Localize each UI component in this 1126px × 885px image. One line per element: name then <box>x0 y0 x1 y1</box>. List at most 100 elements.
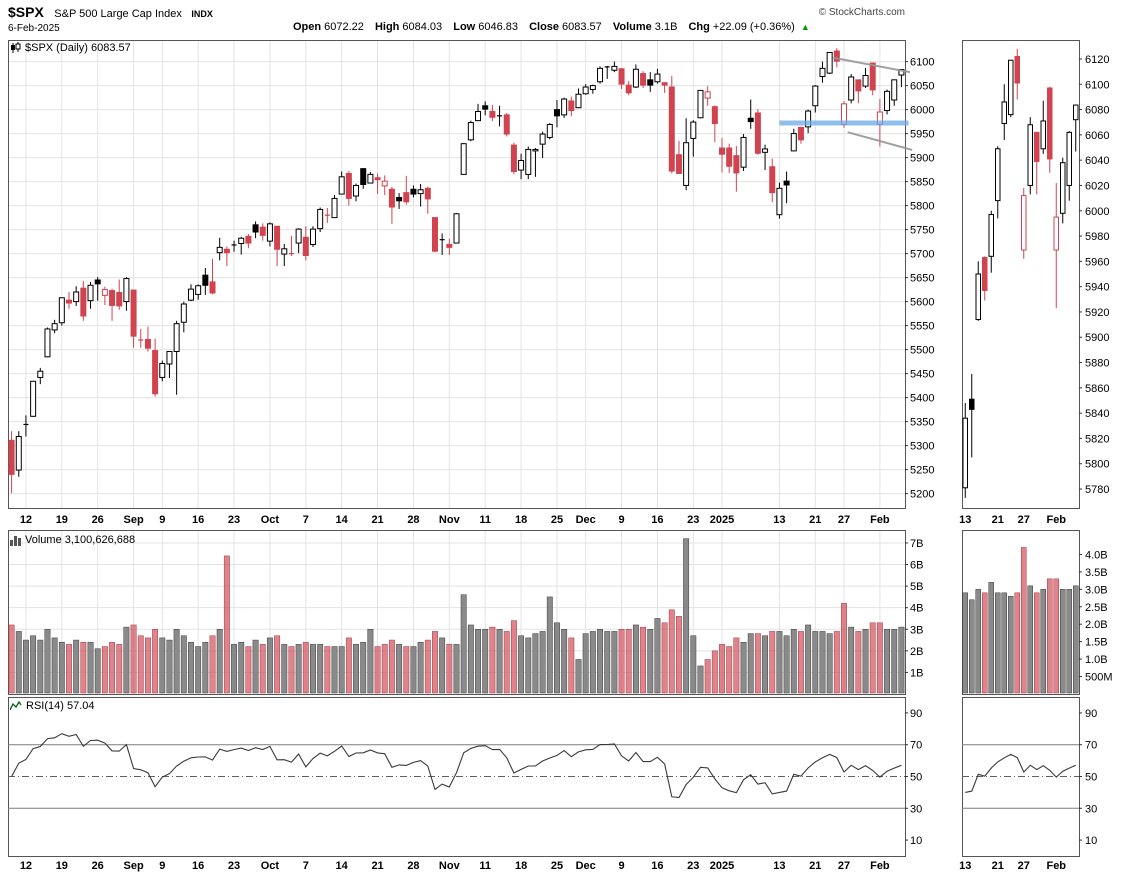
volume-legend-label: Volume 3,100,626,688 <box>25 534 136 546</box>
svg-text:Feb: Feb <box>870 860 890 872</box>
mini-volume-panel <box>962 547 1079 694</box>
rsi-legend-label: RSI(14) 57.04 <box>26 700 95 712</box>
svg-text:21: 21 <box>992 514 1004 526</box>
price-legend-label: $SPX (Daily) 6083.57 <box>25 42 131 54</box>
svg-text:18: 18 <box>515 514 527 526</box>
svg-text:6020: 6020 <box>1085 180 1109 192</box>
svg-text:5850: 5850 <box>910 177 934 189</box>
volume-bars-icon <box>10 535 21 546</box>
svg-text:5750: 5750 <box>910 225 934 237</box>
main-rsi-panel <box>8 733 905 809</box>
svg-text:13: 13 <box>959 514 971 526</box>
svg-text:5650: 5650 <box>910 273 934 285</box>
chg-value: +22.09 (+0.36%) <box>712 21 795 33</box>
svg-text:Dec: Dec <box>576 514 596 526</box>
svg-text:5300: 5300 <box>910 441 934 453</box>
svg-text:13: 13 <box>959 860 971 872</box>
volume-value: 3.1B <box>654 21 678 33</box>
svg-text:3.5B: 3.5B <box>1085 567 1108 579</box>
svg-text:23: 23 <box>228 514 240 526</box>
svg-text:Nov: Nov <box>439 514 461 526</box>
svg-text:70: 70 <box>1085 740 1097 752</box>
exchange-label: INDX <box>191 9 213 19</box>
svg-text:5780: 5780 <box>1085 484 1109 496</box>
svg-text:Nov: Nov <box>439 860 461 872</box>
svg-text:5840: 5840 <box>1085 408 1109 420</box>
svg-text:19: 19 <box>56 860 68 872</box>
svg-text:9: 9 <box>618 514 624 526</box>
svg-text:90: 90 <box>1085 708 1097 720</box>
svg-text:Dec: Dec <box>576 860 596 872</box>
svg-text:5950: 5950 <box>910 129 934 141</box>
svg-text:2.5B: 2.5B <box>1085 602 1108 614</box>
annotations <box>779 56 913 151</box>
svg-text:6050: 6050 <box>910 81 934 93</box>
svg-text:25: 25 <box>551 860 563 872</box>
svg-text:500M: 500M <box>1085 672 1113 684</box>
svg-text:5980: 5980 <box>1085 231 1109 243</box>
svg-text:4B: 4B <box>910 603 923 615</box>
rsi-legend: RSI(14) 57.04 <box>9 700 95 712</box>
high-value: 6084.03 <box>402 21 443 33</box>
svg-text:2025: 2025 <box>710 514 734 526</box>
svg-text:Feb: Feb <box>1046 860 1066 872</box>
svg-text:5200: 5200 <box>910 489 934 501</box>
channel-lower-trendline <box>847 131 913 151</box>
svg-text:7: 7 <box>303 860 309 872</box>
svg-text:23: 23 <box>687 860 699 872</box>
svg-text:13: 13 <box>773 514 785 526</box>
index-name: S&P 500 Large Cap Index <box>54 8 182 20</box>
svg-text:21: 21 <box>371 514 383 526</box>
svg-text:28: 28 <box>407 860 419 872</box>
main-price-panel <box>8 48 905 494</box>
svg-text:9: 9 <box>618 860 624 872</box>
svg-text:1.5B: 1.5B <box>1085 637 1108 649</box>
svg-text:21: 21 <box>371 860 383 872</box>
svg-text:19: 19 <box>56 514 68 526</box>
svg-text:70: 70 <box>910 740 922 752</box>
svg-text:3.0B: 3.0B <box>1085 584 1108 596</box>
svg-text:9: 9 <box>159 860 165 872</box>
svg-text:23: 23 <box>228 860 240 872</box>
quote-row: Open 6072.22 High 6084.03 Low 6046.83 Close… <box>293 21 810 33</box>
svg-text:5500: 5500 <box>910 345 934 357</box>
svg-text:2B: 2B <box>910 646 923 658</box>
svg-text:5900: 5900 <box>910 153 934 165</box>
svg-text:6000: 6000 <box>1085 206 1109 218</box>
svg-text:16: 16 <box>651 860 663 872</box>
svg-text:28: 28 <box>407 514 419 526</box>
svg-text:21: 21 <box>809 514 821 526</box>
svg-text:12: 12 <box>20 514 32 526</box>
svg-text:5350: 5350 <box>910 417 934 429</box>
svg-text:26: 26 <box>92 860 104 872</box>
svg-text:3B: 3B <box>910 624 923 636</box>
symbol: $SPX <box>8 4 44 20</box>
svg-text:27: 27 <box>1018 514 1030 526</box>
svg-text:2.0B: 2.0B <box>1085 619 1108 631</box>
volume-label: Volume <box>612 21 652 33</box>
svg-text:50: 50 <box>1085 772 1097 784</box>
svg-text:4.0B: 4.0B <box>1085 549 1108 561</box>
chg-label: Chg <box>688 21 710 33</box>
svg-text:6100: 6100 <box>1085 79 1109 91</box>
low-value: 6046.83 <box>478 21 518 33</box>
svg-text:6B: 6B <box>910 560 923 572</box>
svg-text:16: 16 <box>192 514 204 526</box>
svg-text:5880: 5880 <box>1085 358 1109 370</box>
svg-text:6120: 6120 <box>1085 54 1109 66</box>
svg-text:Sep: Sep <box>123 860 143 872</box>
svg-text:5450: 5450 <box>910 369 934 381</box>
axis-labels: 5200 5250 5300 5350 5400 5450 5500 5550 5600 5650… <box>905 54 1113 847</box>
rsi-line-icon <box>9 700 22 712</box>
svg-text:11: 11 <box>479 514 491 526</box>
price-legend: $SPX (Daily) 6083.57 <box>10 42 131 54</box>
svg-text:1B: 1B <box>910 667 923 679</box>
svg-text:6100: 6100 <box>910 57 934 69</box>
svg-text:27: 27 <box>1018 860 1030 872</box>
svg-text:30: 30 <box>1085 803 1097 815</box>
svg-text:5960: 5960 <box>1085 256 1109 268</box>
svg-text:11: 11 <box>479 860 491 872</box>
svg-text:21: 21 <box>809 860 821 872</box>
open-value: 6072.22 <box>324 21 364 33</box>
